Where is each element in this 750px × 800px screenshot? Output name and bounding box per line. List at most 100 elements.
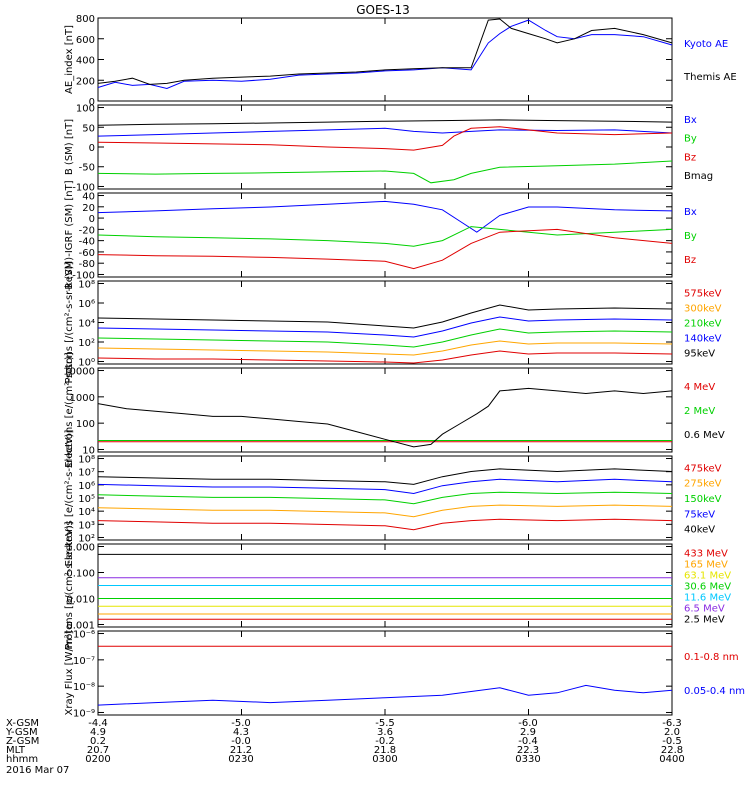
footer-date: 2016 Mar 07 <box>6 765 69 776</box>
y-tick-label: 10⁶ <box>78 299 95 310</box>
y-tick-label: 10⁸ <box>78 279 95 290</box>
y-tick-label: 0.010 <box>66 595 95 606</box>
legend-entry: 433 MeV <box>684 548 728 559</box>
y-tick-label: 0.001 <box>66 621 95 632</box>
y-tick-label: 10⁴ <box>78 507 95 518</box>
panel-frame <box>97 192 673 278</box>
series-line-140kev <box>97 316 673 338</box>
y-tick-label: -20 <box>79 225 95 236</box>
y-tick-label: 10² <box>78 533 95 544</box>
y-tick-label: 600 <box>76 35 95 46</box>
y-axis-label: Electrons [e/(cm²-s-sr)] <box>64 352 75 468</box>
footer-value: 22.3 <box>517 745 539 756</box>
y-tick-label: 1.000 <box>66 542 95 553</box>
series-line-475kev <box>97 518 673 531</box>
y-tick-label: 10⁸ <box>78 455 95 466</box>
y-tick-label: 20 <box>82 203 95 214</box>
footer-value: 0230 <box>228 754 253 765</box>
footer-value: 4.3 <box>233 727 249 738</box>
y-tick-label: 10² <box>78 338 95 349</box>
y-tick-label: 10⁷ <box>78 468 95 479</box>
legend-entry: 6.5 MeV <box>684 604 725 615</box>
y-axis-label: Electrons [e/(cm²-s-sr-keV)] <box>64 429 75 566</box>
footer-value: 4.9 <box>90 727 106 738</box>
panel-frame <box>97 104 673 190</box>
footer-value: -0.0 <box>231 736 251 747</box>
y-tick-label: 100 <box>76 419 95 430</box>
footer-row-label: X-GSM <box>6 718 39 729</box>
legend-entry: 475keV <box>684 463 722 474</box>
footer-value: 0.2 <box>90 736 106 747</box>
series-line-275kev <box>97 504 673 518</box>
series-line-bx <box>97 127 673 137</box>
footer-value: -5.5 <box>375 718 395 729</box>
legend-entry: 11.6 MeV <box>684 593 731 604</box>
footer-value: -4.4 <box>88 718 108 729</box>
y-tick-label: 0 <box>89 97 95 108</box>
legend-entry: 0.1-0.8 nm <box>684 652 739 663</box>
y-tick-label: 10⁴ <box>78 319 95 330</box>
footer-row-label: hhmm <box>6 754 38 765</box>
y-tick-label: 50 <box>82 123 95 134</box>
footer-value: -6.3 <box>662 718 682 729</box>
legend-entry: 95keV <box>684 349 715 360</box>
series-line-0-6-mev <box>97 387 673 448</box>
y-tick-label: 100 <box>76 104 95 115</box>
y-tick-label: -50 <box>79 163 95 174</box>
legend-entry: Bz <box>684 255 696 266</box>
panel-frame <box>97 280 673 365</box>
legend-entry: 2.5 MeV <box>684 615 725 626</box>
y-tick-label: 10⁻⁸ <box>73 682 95 693</box>
footer-row-label: Y-GSM <box>5 727 38 738</box>
legend-entry: 0.6 MeV <box>684 430 725 441</box>
footer-value: -6.0 <box>518 718 538 729</box>
footer-value: 20.7 <box>87 745 109 756</box>
y-tick-label: 10⁶ <box>78 481 95 492</box>
footer-value: 21.8 <box>374 745 396 756</box>
series-line-bmag <box>97 119 673 126</box>
legend-entry: 275keV <box>684 479 722 490</box>
y-axis-label: Protons [/(cm²-s-sr-keV)] <box>64 261 75 383</box>
y-tick-label: 800 <box>76 14 95 25</box>
footer-value: 3.6 <box>377 727 393 738</box>
legend-entry: 75keV <box>684 509 715 520</box>
footer-value: 2.9 <box>520 727 536 738</box>
legend-entry: 150keV <box>684 494 722 505</box>
footer-row-label: MLT <box>6 745 26 756</box>
series-line-themis-ae <box>97 18 673 85</box>
y-tick-label: 1000 <box>70 393 95 404</box>
panel-frame <box>97 455 673 541</box>
y-tick-label: 10⁵ <box>78 494 95 505</box>
footer-value: 21.2 <box>230 745 252 756</box>
footer-value: 22.8 <box>661 745 683 756</box>
y-axis-label: Protons [p/(cm²-s-sr-keV)] <box>64 521 75 649</box>
series-line-95kev <box>97 304 673 329</box>
y-tick-label: 40 <box>82 192 95 203</box>
legend-entry: Bmag <box>684 171 713 182</box>
series-line-by <box>97 226 673 247</box>
y-axis-label: B (SM)-IGRF (SM) [nT] <box>64 180 75 289</box>
series-line-bz <box>97 126 673 151</box>
series-line-0-05-0-4-nm <box>97 684 673 706</box>
y-tick-label: 400 <box>76 56 95 67</box>
y-tick-label: -40 <box>79 237 95 248</box>
y-tick-label: -100 <box>72 270 95 281</box>
legend-entry: 4 MeV <box>684 382 715 393</box>
series-line-bz <box>97 228 673 270</box>
legend-entry: 2 MeV <box>684 406 715 417</box>
y-tick-label: -100 <box>72 182 95 193</box>
series-line-75kev <box>97 478 673 495</box>
y-tick-label: 10000 <box>63 367 95 378</box>
y-tick-label: 0.100 <box>66 568 95 579</box>
series-line-575kev <box>97 350 673 364</box>
panel-frame <box>97 630 673 716</box>
series-line-kyoto-ae <box>97 19 673 90</box>
